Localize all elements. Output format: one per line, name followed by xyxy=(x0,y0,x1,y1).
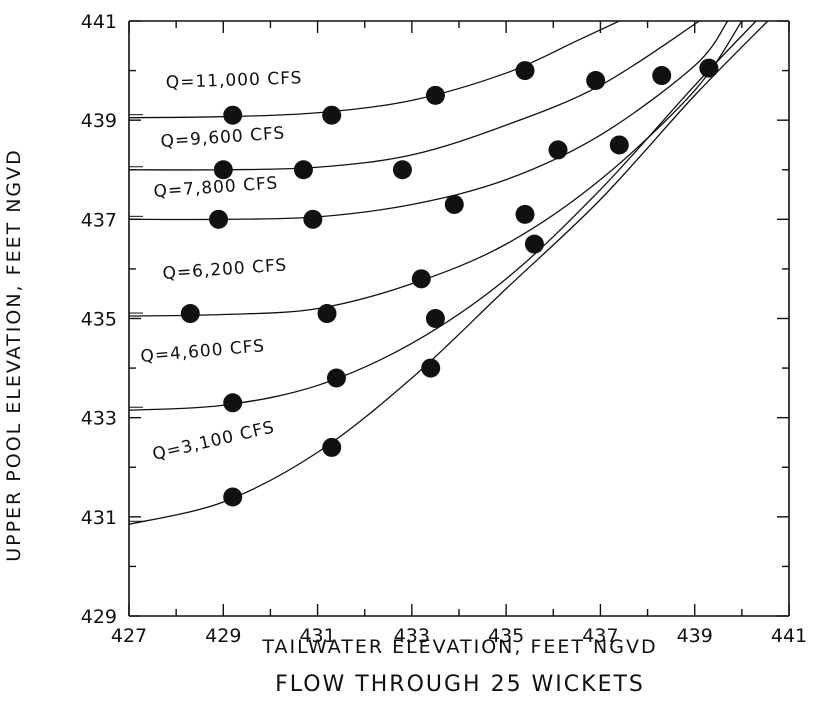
curve-q-6-200-cfs xyxy=(129,21,743,317)
data-point-q-9-600-cfs xyxy=(609,135,629,155)
chart-subtitle: FLOW THROUGH 25 WICKETS xyxy=(275,672,645,697)
data-point-q-11-000-cfs xyxy=(515,61,535,81)
data-point-q-9-600-cfs xyxy=(392,160,412,180)
data-point-q-9-600-cfs xyxy=(293,160,313,180)
data-point-q-3-100-cfs xyxy=(223,487,243,507)
x-tick-label: 441 xyxy=(771,625,807,647)
y-tick-label: 437 xyxy=(81,209,117,231)
y-tick-label: 435 xyxy=(81,309,117,331)
data-point-q-11-000-cfs xyxy=(223,105,243,125)
x-tick-label: 427 xyxy=(111,625,147,647)
data-point-q-4-600-cfs xyxy=(326,368,346,388)
data-point-q-7-800-cfs xyxy=(444,194,464,214)
x-tick-label: 435 xyxy=(488,625,524,647)
y-tick-label: 431 xyxy=(81,507,117,529)
data-point-q-7-800-cfs xyxy=(515,204,535,224)
data-point-q-7-800-cfs xyxy=(303,209,323,229)
x-tick-label: 437 xyxy=(582,625,618,647)
x-tick-label: 439 xyxy=(677,625,713,647)
data-point-q-9-600-cfs xyxy=(213,160,233,180)
series-label-q-4-600-cfs: Q=4,600 CFS xyxy=(140,336,266,367)
data-point-q-4-600-cfs xyxy=(223,393,243,413)
data-point-q-11-000-cfs xyxy=(699,58,719,78)
curve-q-3-100-cfs xyxy=(129,21,769,525)
data-points xyxy=(180,58,719,507)
series-label-q-7-800-cfs: Q=7,800 CFS xyxy=(153,173,279,202)
curve-q-11-000-cfs xyxy=(129,21,620,119)
data-point-q-11-000-cfs xyxy=(652,66,672,86)
data-point-q-11-000-cfs xyxy=(586,71,606,90)
y-tick-label: 441 xyxy=(81,11,117,33)
axes: 427 429 431 433 435 437 439 4414294314334354374… xyxy=(81,11,807,647)
series-label-q-6-200-cfs: Q=6,200 CFS xyxy=(162,255,288,284)
data-point-q-11-000-cfs xyxy=(322,105,342,125)
y-tick-label: 429 xyxy=(81,606,117,628)
data-point-q-7-800-cfs xyxy=(209,209,229,229)
data-point-q-3-100-cfs xyxy=(322,437,342,457)
data-point-q-6-200-cfs xyxy=(411,269,431,289)
series-label-q-11-000-cfs: Q=11,000 CFS xyxy=(165,68,302,93)
series-label-q-9-600-cfs: Q=9,600 CFS xyxy=(160,123,286,152)
data-point-q-6-200-cfs xyxy=(317,304,337,324)
data-point-q-4-600-cfs xyxy=(425,309,445,328)
x-tick-label: 431 xyxy=(299,625,335,647)
y-tick-label: 433 xyxy=(81,408,117,430)
data-point-q-9-600-cfs xyxy=(548,140,568,160)
data-point-q-7-800-cfs xyxy=(524,234,544,254)
x-tick-label: 429 xyxy=(205,625,241,647)
y-axis-title: UPPER POOL ELEVATION, FEET NGVD xyxy=(3,148,25,562)
y-tick-label: 439 xyxy=(81,110,117,132)
data-point-q-3-100-cfs xyxy=(421,358,441,378)
x-axis-title: TAILWATER ELEVATION, FEET NGVD xyxy=(261,636,657,658)
data-point-q-6-200-cfs xyxy=(180,304,200,324)
data-point-q-11-000-cfs xyxy=(425,85,445,105)
curve-q-7-800-cfs xyxy=(129,21,729,221)
series-label-q-3-100-cfs: Q=3,100 CFS xyxy=(151,417,277,465)
x-tick-label: 433 xyxy=(394,625,430,647)
